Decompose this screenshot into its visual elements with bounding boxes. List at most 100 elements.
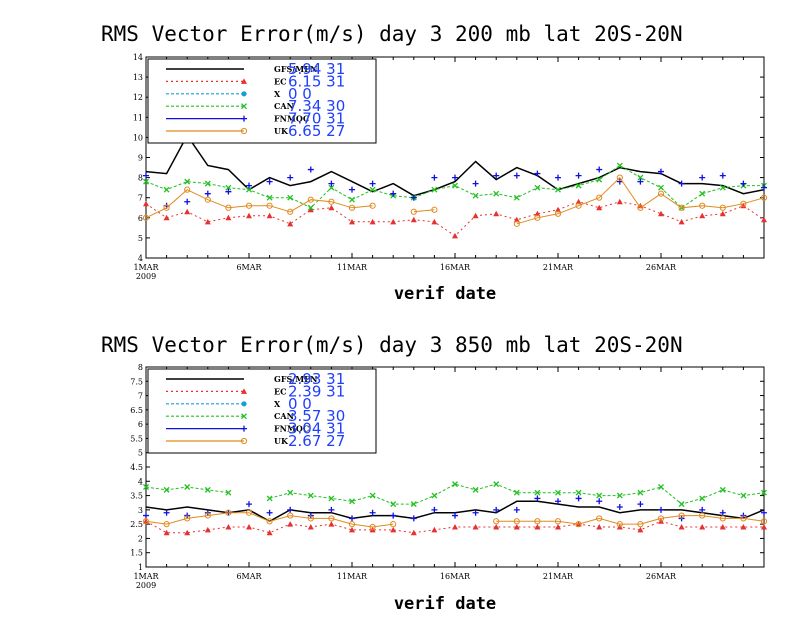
x-tick-label: 26MAR [646, 263, 677, 272]
data-point [513, 524, 520, 530]
data-point [699, 174, 706, 181]
legend-label: UK [274, 436, 289, 446]
data-point [287, 512, 294, 519]
x-year-label: 2009 [136, 272, 156, 281]
data-point [348, 204, 356, 211]
data-point [657, 515, 665, 522]
legend-label: FNMOC [274, 114, 309, 124]
legend-stats: 0 0 [288, 85, 312, 103]
data-point [657, 190, 665, 197]
data-point [163, 509, 170, 516]
data-point [328, 521, 335, 527]
data-point [513, 489, 520, 496]
x-axis-label: verif date [394, 284, 496, 304]
data-point [452, 174, 458, 181]
data-point [369, 218, 376, 225]
data-point [513, 172, 520, 179]
data-point [616, 174, 623, 181]
x-tick-label: 1MAR [133, 263, 159, 272]
data-point [534, 518, 541, 525]
data-point [699, 506, 706, 513]
data-point [575, 495, 582, 502]
data-point [328, 184, 335, 191]
y-tick-label: 8 [138, 363, 143, 372]
data-point [328, 495, 335, 502]
series-line [145, 512, 394, 528]
data-point [719, 524, 726, 530]
data-point [266, 495, 273, 502]
data-point [431, 174, 438, 181]
data-point [349, 498, 355, 505]
data-point [740, 202, 747, 209]
data-point [390, 218, 397, 225]
data-point [575, 182, 582, 189]
data-point [719, 515, 726, 522]
data-point [637, 526, 644, 533]
legend-stats: 2.93 31 [288, 370, 345, 388]
data-point [163, 214, 170, 221]
legend-marker [241, 413, 247, 420]
data-point [431, 206, 438, 213]
data-point [678, 218, 685, 225]
legend-label: GFS/MEN [274, 374, 317, 384]
data-point [431, 492, 438, 499]
data-point [555, 524, 561, 530]
data-point [431, 218, 438, 225]
data-point [328, 515, 335, 522]
y-tick-label: 2.5 [130, 520, 143, 529]
data-point [637, 174, 644, 181]
data-point [369, 523, 376, 531]
legend-label: GFS/MEN [274, 64, 317, 74]
y-tick-label: 8 [138, 174, 143, 183]
legend-stats: 7.34 30 [288, 97, 345, 115]
x-tick-label: 21MAR [543, 263, 574, 272]
data-point [369, 180, 376, 187]
y-tick-label: 6 [138, 214, 143, 223]
legend-marker [241, 78, 247, 84]
data-point [225, 204, 232, 211]
data-point [349, 515, 355, 522]
data-point [287, 489, 294, 496]
series-gfs-men [145, 133, 765, 197]
data-point [184, 529, 191, 536]
data-point [369, 202, 376, 209]
data-point [328, 180, 335, 187]
data-point [307, 492, 314, 499]
data-point [575, 521, 582, 528]
data-point [761, 184, 767, 191]
series-line [496, 515, 765, 525]
data-point [307, 206, 314, 213]
legend-stats: 3.57 30 [288, 407, 345, 425]
y-tick-label: 14 [133, 53, 143, 62]
series-fnmoc [143, 166, 767, 209]
data-point [245, 509, 253, 516]
data-point [596, 492, 603, 499]
data-point [246, 186, 252, 193]
data-point [225, 214, 232, 221]
legend-entry: UK 6.65 27 [166, 122, 345, 140]
data-point [472, 180, 479, 187]
data-point [513, 506, 520, 513]
legend-label: CAN [274, 411, 294, 421]
data-point [740, 515, 747, 522]
y-tick-label: 7 [138, 194, 143, 203]
data-point [534, 210, 541, 217]
data-point [143, 518, 149, 524]
y-tick-label: 9 [138, 154, 143, 163]
data-point [410, 501, 417, 508]
data-point [431, 186, 438, 193]
data-point [596, 515, 603, 522]
legend-label: FNMOC [274, 424, 309, 434]
data-point [266, 202, 273, 209]
data-point [658, 184, 664, 191]
data-point [328, 204, 335, 211]
data-point [143, 200, 149, 207]
legend-stats: 3.04 31 [288, 420, 345, 438]
data-point [163, 204, 170, 211]
data-point [204, 486, 211, 493]
data-point [307, 196, 314, 203]
data-point [225, 509, 232, 516]
